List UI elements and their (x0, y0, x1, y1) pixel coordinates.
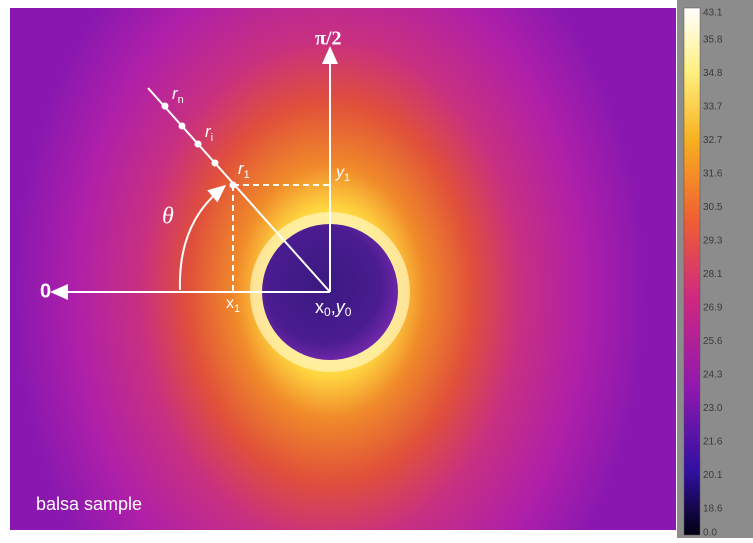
colorbar-label: 23.0 (703, 403, 723, 414)
caption: balsa sample (36, 494, 142, 514)
colorbar-label: 26.9 (703, 303, 723, 314)
colorbar-label: 28.1 (703, 269, 723, 280)
colorbar (684, 8, 700, 535)
colorbar-label: 30.5 (703, 202, 723, 213)
zero-label: 0 (40, 280, 51, 302)
colorbar-label: 35.8 (703, 35, 723, 46)
mark-rn (162, 103, 169, 110)
mark-ri (195, 141, 202, 148)
colorbar-label: 32.7 (703, 135, 723, 146)
colorbar-label: 18.6 (703, 504, 723, 515)
mark-r1 (230, 182, 237, 189)
colorbar-label: 43.1 (703, 8, 723, 19)
colorbar-label: 33.7 (703, 102, 723, 113)
half-pi-label: π/2 (315, 28, 342, 50)
colorbar-label: 31.6 (703, 169, 723, 180)
mark (179, 123, 186, 130)
colorbar-label: 20.1 (703, 470, 723, 481)
colorbar-label: 25.6 (703, 336, 723, 347)
colorbar-label: 0.0 (703, 528, 717, 538)
mark (212, 160, 219, 167)
figure: 0 π/2 θ rn ri r1 x1 y1 x0,y0 balsa sampl… (0, 0, 753, 538)
theta-label: θ (162, 204, 174, 230)
colorbar-label: 29.3 (703, 236, 723, 247)
colorbar-label: 24.3 (703, 370, 723, 381)
colorbar-label: 21.6 (703, 437, 723, 448)
colorbar-label: 34.8 (703, 68, 723, 79)
